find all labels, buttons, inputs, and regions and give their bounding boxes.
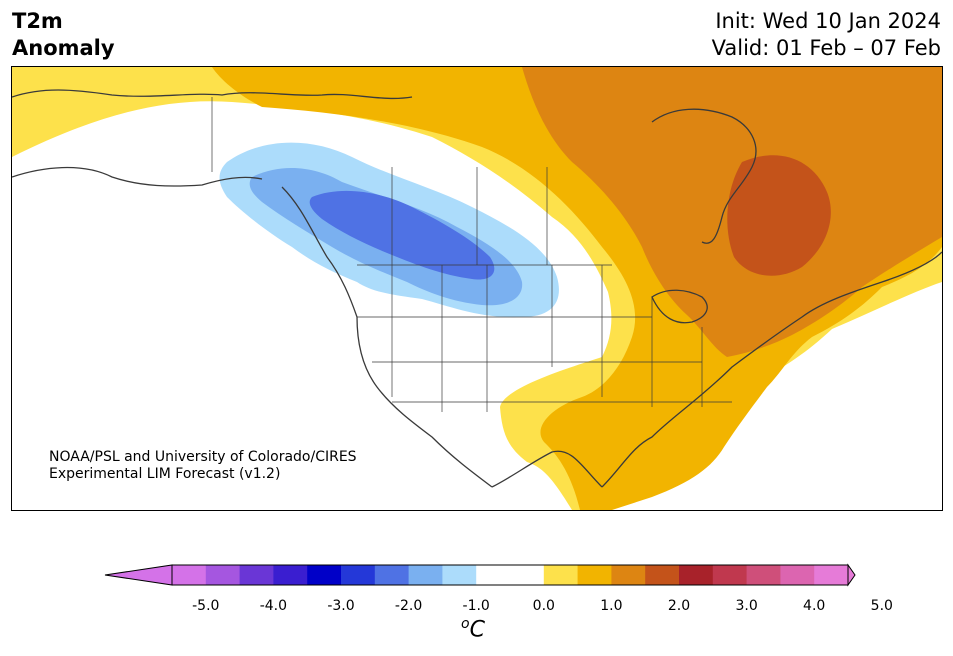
credit-line1: NOAA/PSL and University of Colorado/CIRE… [49, 449, 357, 465]
great-lakes [651, 289, 708, 324]
arctic-coastline [12, 89, 413, 100]
anomaly-map [11, 66, 943, 511]
pacific-coastline [281, 186, 493, 488]
colorbar-cell [780, 565, 815, 585]
colorbar-tick-label: -2.0 [394, 598, 423, 614]
forecast-dates: Init: Wed 10 Jan 2024 Valid: 01 Feb – 07… [712, 8, 941, 62]
colorbar-cell [746, 565, 781, 585]
colorbar-cell [645, 565, 680, 585]
colorbar-cell [273, 565, 308, 585]
alaska-coastline [12, 166, 263, 187]
credit-line2: Experimental LIM Forecast (v1.2) [49, 466, 281, 482]
gulf-coastline [491, 450, 603, 488]
colorbar-cell [543, 565, 579, 585]
colorbar-cell [172, 565, 207, 585]
valid-dates: Valid: 01 Feb – 07 Feb [711, 36, 941, 60]
coastlines [12, 89, 942, 488]
colorbar-tick-label: -5.0 [192, 598, 220, 614]
colorbar-tick-label: 2.0 [667, 598, 691, 614]
colorbar-unit: oC [461, 616, 485, 642]
anomaly-region-cold-strong [309, 190, 495, 280]
map-title: T2m Anomaly [12, 8, 115, 62]
colorbar-tick-label: -1.0 [462, 598, 490, 614]
colorbar-cell [341, 565, 376, 585]
map-title-line1: T2m [12, 9, 63, 33]
colorbar-under-arrow [104, 564, 173, 586]
colorbar-cell [442, 565, 477, 585]
atlantic-coastline [601, 251, 942, 488]
colorbar-tick-label: -3.0 [327, 598, 355, 614]
unit-superscript: o [461, 616, 470, 632]
colorbar-cells [172, 565, 849, 585]
colorbar-cell [679, 565, 714, 585]
forecast-credit: NOAA/PSL and University of Colorado/CIRE… [49, 449, 357, 483]
colorbar-cell [476, 565, 511, 585]
colorbar-cell [307, 565, 342, 585]
province-borders [391, 167, 548, 265]
state-borders-horizontal [357, 316, 732, 403]
colorbar-tick-label: 4.0 [803, 598, 826, 614]
colorbar-tick-label: 5.0 [870, 598, 893, 614]
hudson-bay-coastline [651, 108, 757, 244]
colorbar-frame [171, 564, 849, 586]
colorbar-cell [814, 565, 849, 585]
political-borders [211, 97, 732, 412]
colorbar-cell [239, 565, 274, 585]
colorbar-cell [577, 565, 612, 585]
colorbar-cell [712, 565, 748, 585]
colorbar-cell [408, 565, 443, 585]
colorbar-tick-label: 0.0 [532, 598, 555, 614]
colorbar-tick-label: 3.0 [735, 598, 758, 614]
anomaly-region-warm-max [727, 155, 831, 276]
init-date: Init: Wed 10 Jan 2024 [715, 9, 941, 33]
state-borders-vertical [391, 265, 703, 412]
colorbar-tick-label: -4.0 [259, 598, 288, 614]
colorbar [104, 563, 856, 587]
anomaly-map-svg [12, 67, 942, 510]
colorbar-tick-label: 1.0 [600, 598, 623, 614]
colorbar-cell [510, 565, 545, 585]
colorbar-cell [374, 565, 410, 585]
map-title-line2: Anomaly [12, 36, 115, 60]
colorbar-over-arrow [847, 563, 856, 587]
colorbar-cell [611, 565, 646, 585]
colorbar-cell [205, 565, 241, 585]
unit-base: C [469, 617, 485, 643]
